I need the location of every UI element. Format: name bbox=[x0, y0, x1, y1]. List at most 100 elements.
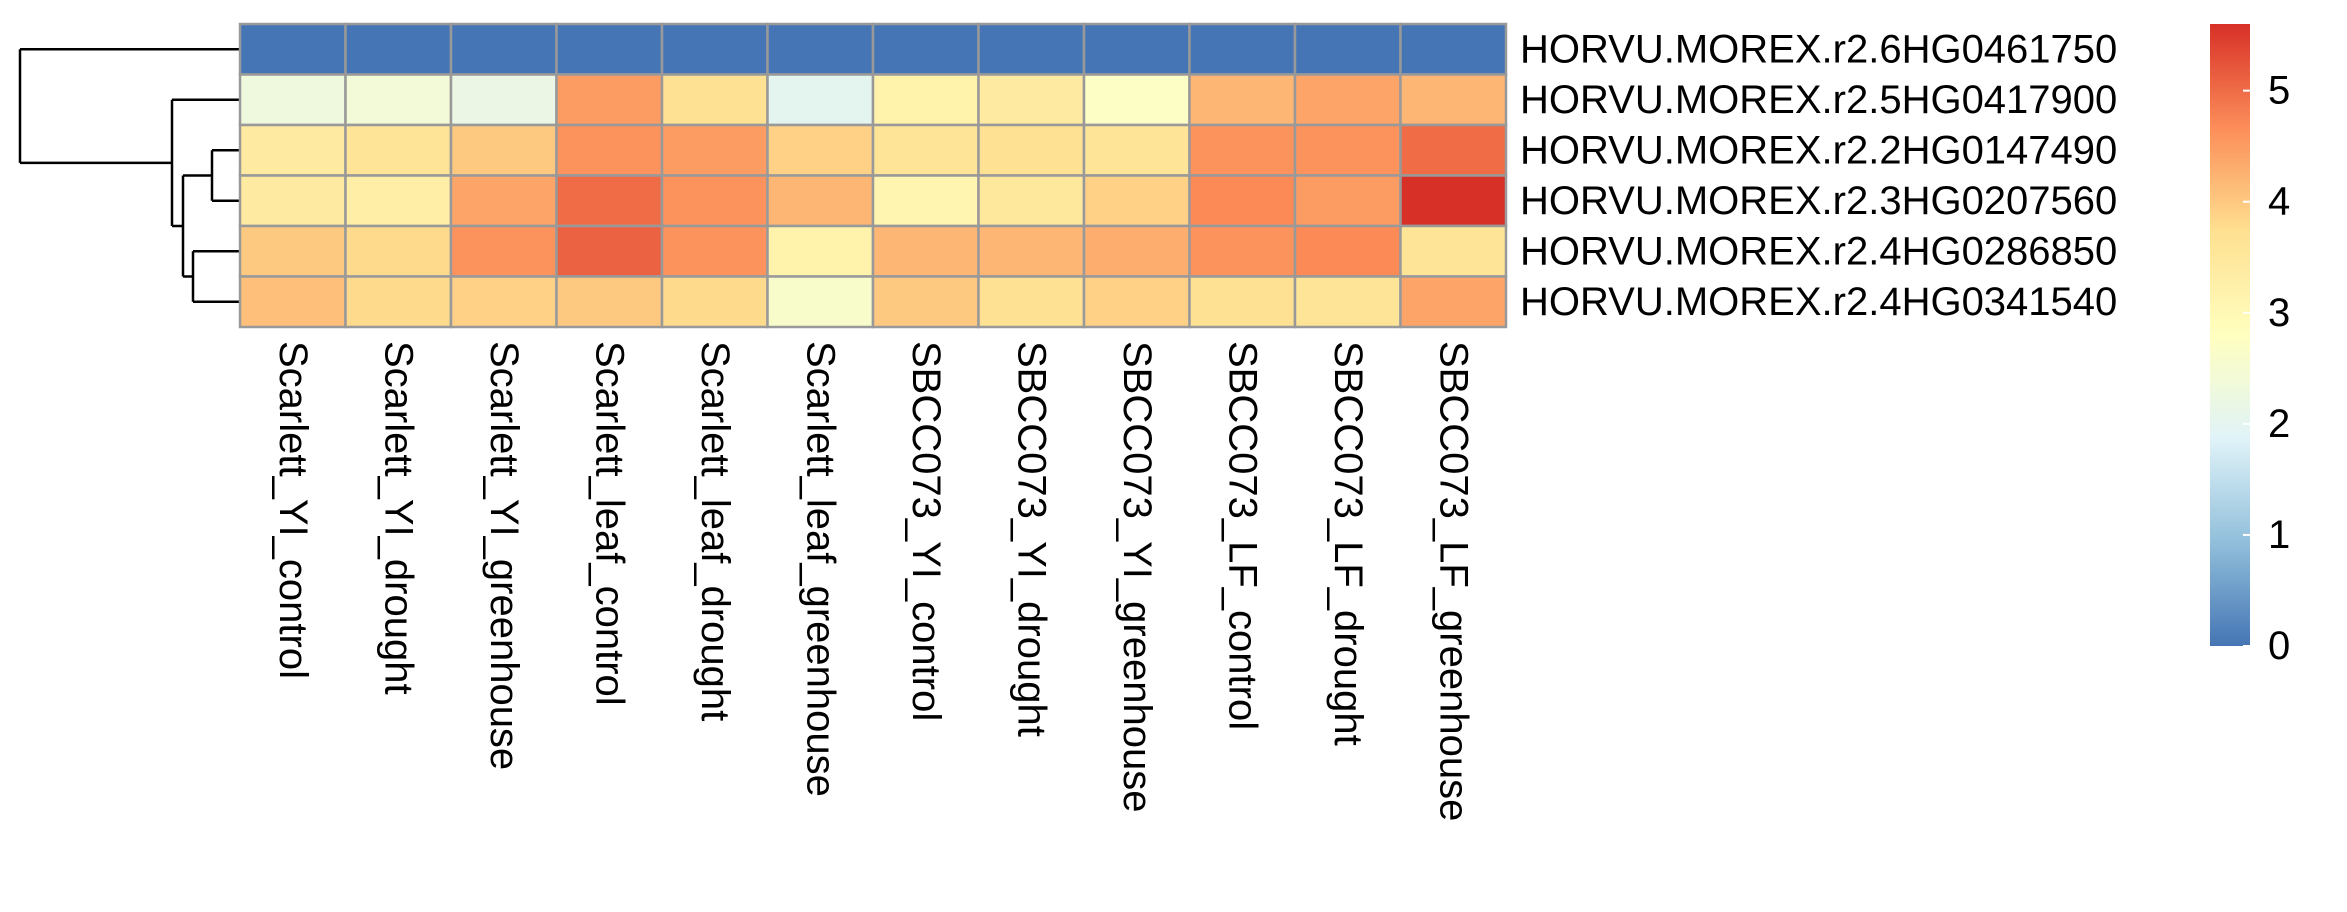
heatmap-cell bbox=[238, 275, 347, 329]
legend-colorbar bbox=[2210, 24, 2250, 646]
heatmap-cell bbox=[449, 123, 558, 177]
heatmap-cell bbox=[449, 22, 558, 76]
column-label: SBCC073_YI_control bbox=[904, 341, 948, 721]
heatmap-cell bbox=[871, 73, 980, 127]
heatmap-cell bbox=[660, 275, 769, 329]
heatmap-cell bbox=[1399, 123, 1508, 177]
legend-tick-label: 3 bbox=[2268, 291, 2290, 335]
column-labels: Scarlett_YI_control Scarlett_YI_drought Sc… bbox=[271, 341, 1476, 821]
heatmap-cell bbox=[1399, 174, 1508, 228]
heatmap-cell bbox=[660, 224, 769, 278]
legend-tick-label: 0 bbox=[2268, 624, 2290, 668]
heatmap-cell bbox=[977, 73, 1086, 127]
row-label: HORVU.MOREX.r2.6HG0461750 bbox=[1520, 27, 2117, 71]
column-label: Scarlett_YI_drought bbox=[376, 341, 420, 695]
column-label: Scarlett_leaf_control bbox=[587, 341, 631, 706]
heatmap-cell bbox=[1082, 174, 1191, 228]
heatmap-cell bbox=[1082, 123, 1191, 177]
heatmap-cell bbox=[449, 174, 558, 228]
heatmap-cell bbox=[238, 22, 347, 76]
column-label: SBCC073_YI_drought bbox=[1009, 341, 1053, 737]
row-label: HORVU.MOREX.r2.2HG0147490 bbox=[1520, 128, 2117, 172]
heatmap-cell bbox=[660, 22, 769, 76]
heatmap-cell bbox=[555, 174, 664, 228]
row-labels: HORVU.MOREX.r2.6HG0461750 HORVU.MOREX.r2.… bbox=[1520, 27, 2117, 324]
column-label: SBCC073_LF_control bbox=[1220, 341, 1264, 730]
heatmap-cell bbox=[238, 224, 347, 278]
heatmap-cell bbox=[1188, 22, 1297, 76]
heatmap-cell bbox=[1293, 224, 1402, 278]
heatmap-cell bbox=[660, 73, 769, 127]
heatmap-cell bbox=[344, 73, 453, 127]
heatmap-cell bbox=[449, 275, 558, 329]
column-label: SBCC073_YI_greenhouse bbox=[1115, 341, 1159, 812]
heatmap-cell bbox=[977, 224, 1086, 278]
heatmap-cell bbox=[238, 73, 347, 127]
heatmap-cell bbox=[1082, 275, 1191, 329]
heatmap-cell bbox=[977, 275, 1086, 329]
heatmap-cell bbox=[1082, 22, 1191, 76]
column-label: Scarlett_YI_control bbox=[271, 341, 315, 679]
heatmap-cell bbox=[344, 174, 453, 228]
heatmap-cell bbox=[555, 275, 664, 329]
row-label: HORVU.MOREX.r2.5HG0417900 bbox=[1520, 78, 2117, 122]
color-legend: 0 1 2 3 4 5 bbox=[2210, 24, 2290, 668]
heatmap-cell bbox=[871, 123, 980, 177]
heatmap-cell bbox=[344, 224, 453, 278]
column-label: SBCC073_LF_drought bbox=[1326, 341, 1370, 746]
heatmap-cell bbox=[1399, 275, 1508, 329]
heatmap-cell bbox=[766, 22, 875, 76]
heatmap-cell bbox=[1399, 22, 1508, 76]
heatmap-cell bbox=[1293, 275, 1402, 329]
heatmap-cell bbox=[1293, 123, 1402, 177]
heatmap-cell bbox=[555, 123, 664, 177]
heatmap-cell bbox=[766, 224, 875, 278]
heatmap-cell bbox=[449, 224, 558, 278]
heatmap-cell bbox=[660, 123, 769, 177]
heatmap-cell bbox=[766, 275, 875, 329]
heatmap-cell bbox=[344, 275, 453, 329]
heatmap-cell bbox=[449, 73, 558, 127]
legend-tick-label: 5 bbox=[2268, 69, 2290, 113]
heatmap-cell bbox=[1399, 73, 1508, 127]
heatmap-cell bbox=[1188, 174, 1297, 228]
heatmap-cells bbox=[238, 22, 1508, 329]
heatmap-cell bbox=[766, 123, 875, 177]
heatmap-cell bbox=[1293, 22, 1402, 76]
heatmap-cell bbox=[1188, 73, 1297, 127]
row-dendrogram bbox=[18, 48, 240, 303]
heatmap-cell bbox=[555, 73, 664, 127]
heatmap-cell bbox=[1188, 224, 1297, 278]
heatmap-cell bbox=[871, 275, 980, 329]
heatmap-cell bbox=[977, 22, 1086, 76]
heatmap-cell bbox=[1188, 123, 1297, 177]
heatmap-cell bbox=[1082, 73, 1191, 127]
heatmap-cell bbox=[555, 22, 664, 76]
heatmap-cell bbox=[344, 123, 453, 177]
heatmap-cell bbox=[1082, 224, 1191, 278]
heatmap-cell bbox=[977, 174, 1086, 228]
heatmap-cell bbox=[1188, 275, 1297, 329]
column-label: Scarlett_leaf_greenhouse bbox=[798, 341, 842, 797]
heatmap-cell bbox=[238, 174, 347, 228]
row-label: HORVU.MOREX.r2.4HG0286850 bbox=[1520, 229, 2117, 273]
heatmap-cell bbox=[660, 174, 769, 228]
heatmap-cell bbox=[766, 73, 875, 127]
legend-tick-label: 4 bbox=[2268, 180, 2290, 224]
column-label: SBCC073_LF_greenhouse bbox=[1431, 341, 1475, 821]
heatmap-cell bbox=[1399, 224, 1508, 278]
legend-tick-label: 2 bbox=[2268, 402, 2290, 446]
column-label: Scarlett_YI_greenhouse bbox=[482, 341, 526, 770]
heatmap-cell bbox=[1293, 73, 1402, 127]
heatmap-cell bbox=[871, 224, 980, 278]
heatmap-cell bbox=[555, 224, 664, 278]
heatmap-cell bbox=[977, 123, 1086, 177]
heatmap-cell bbox=[1293, 174, 1402, 228]
row-label: HORVU.MOREX.r2.4HG0341540 bbox=[1520, 280, 2117, 324]
row-label: HORVU.MOREX.r2.3HG0207560 bbox=[1520, 179, 2117, 223]
heatmap-cell bbox=[344, 22, 453, 76]
legend-tick-label: 1 bbox=[2268, 513, 2290, 557]
heatmap-cell bbox=[871, 174, 980, 228]
heatmap-cell bbox=[871, 22, 980, 76]
